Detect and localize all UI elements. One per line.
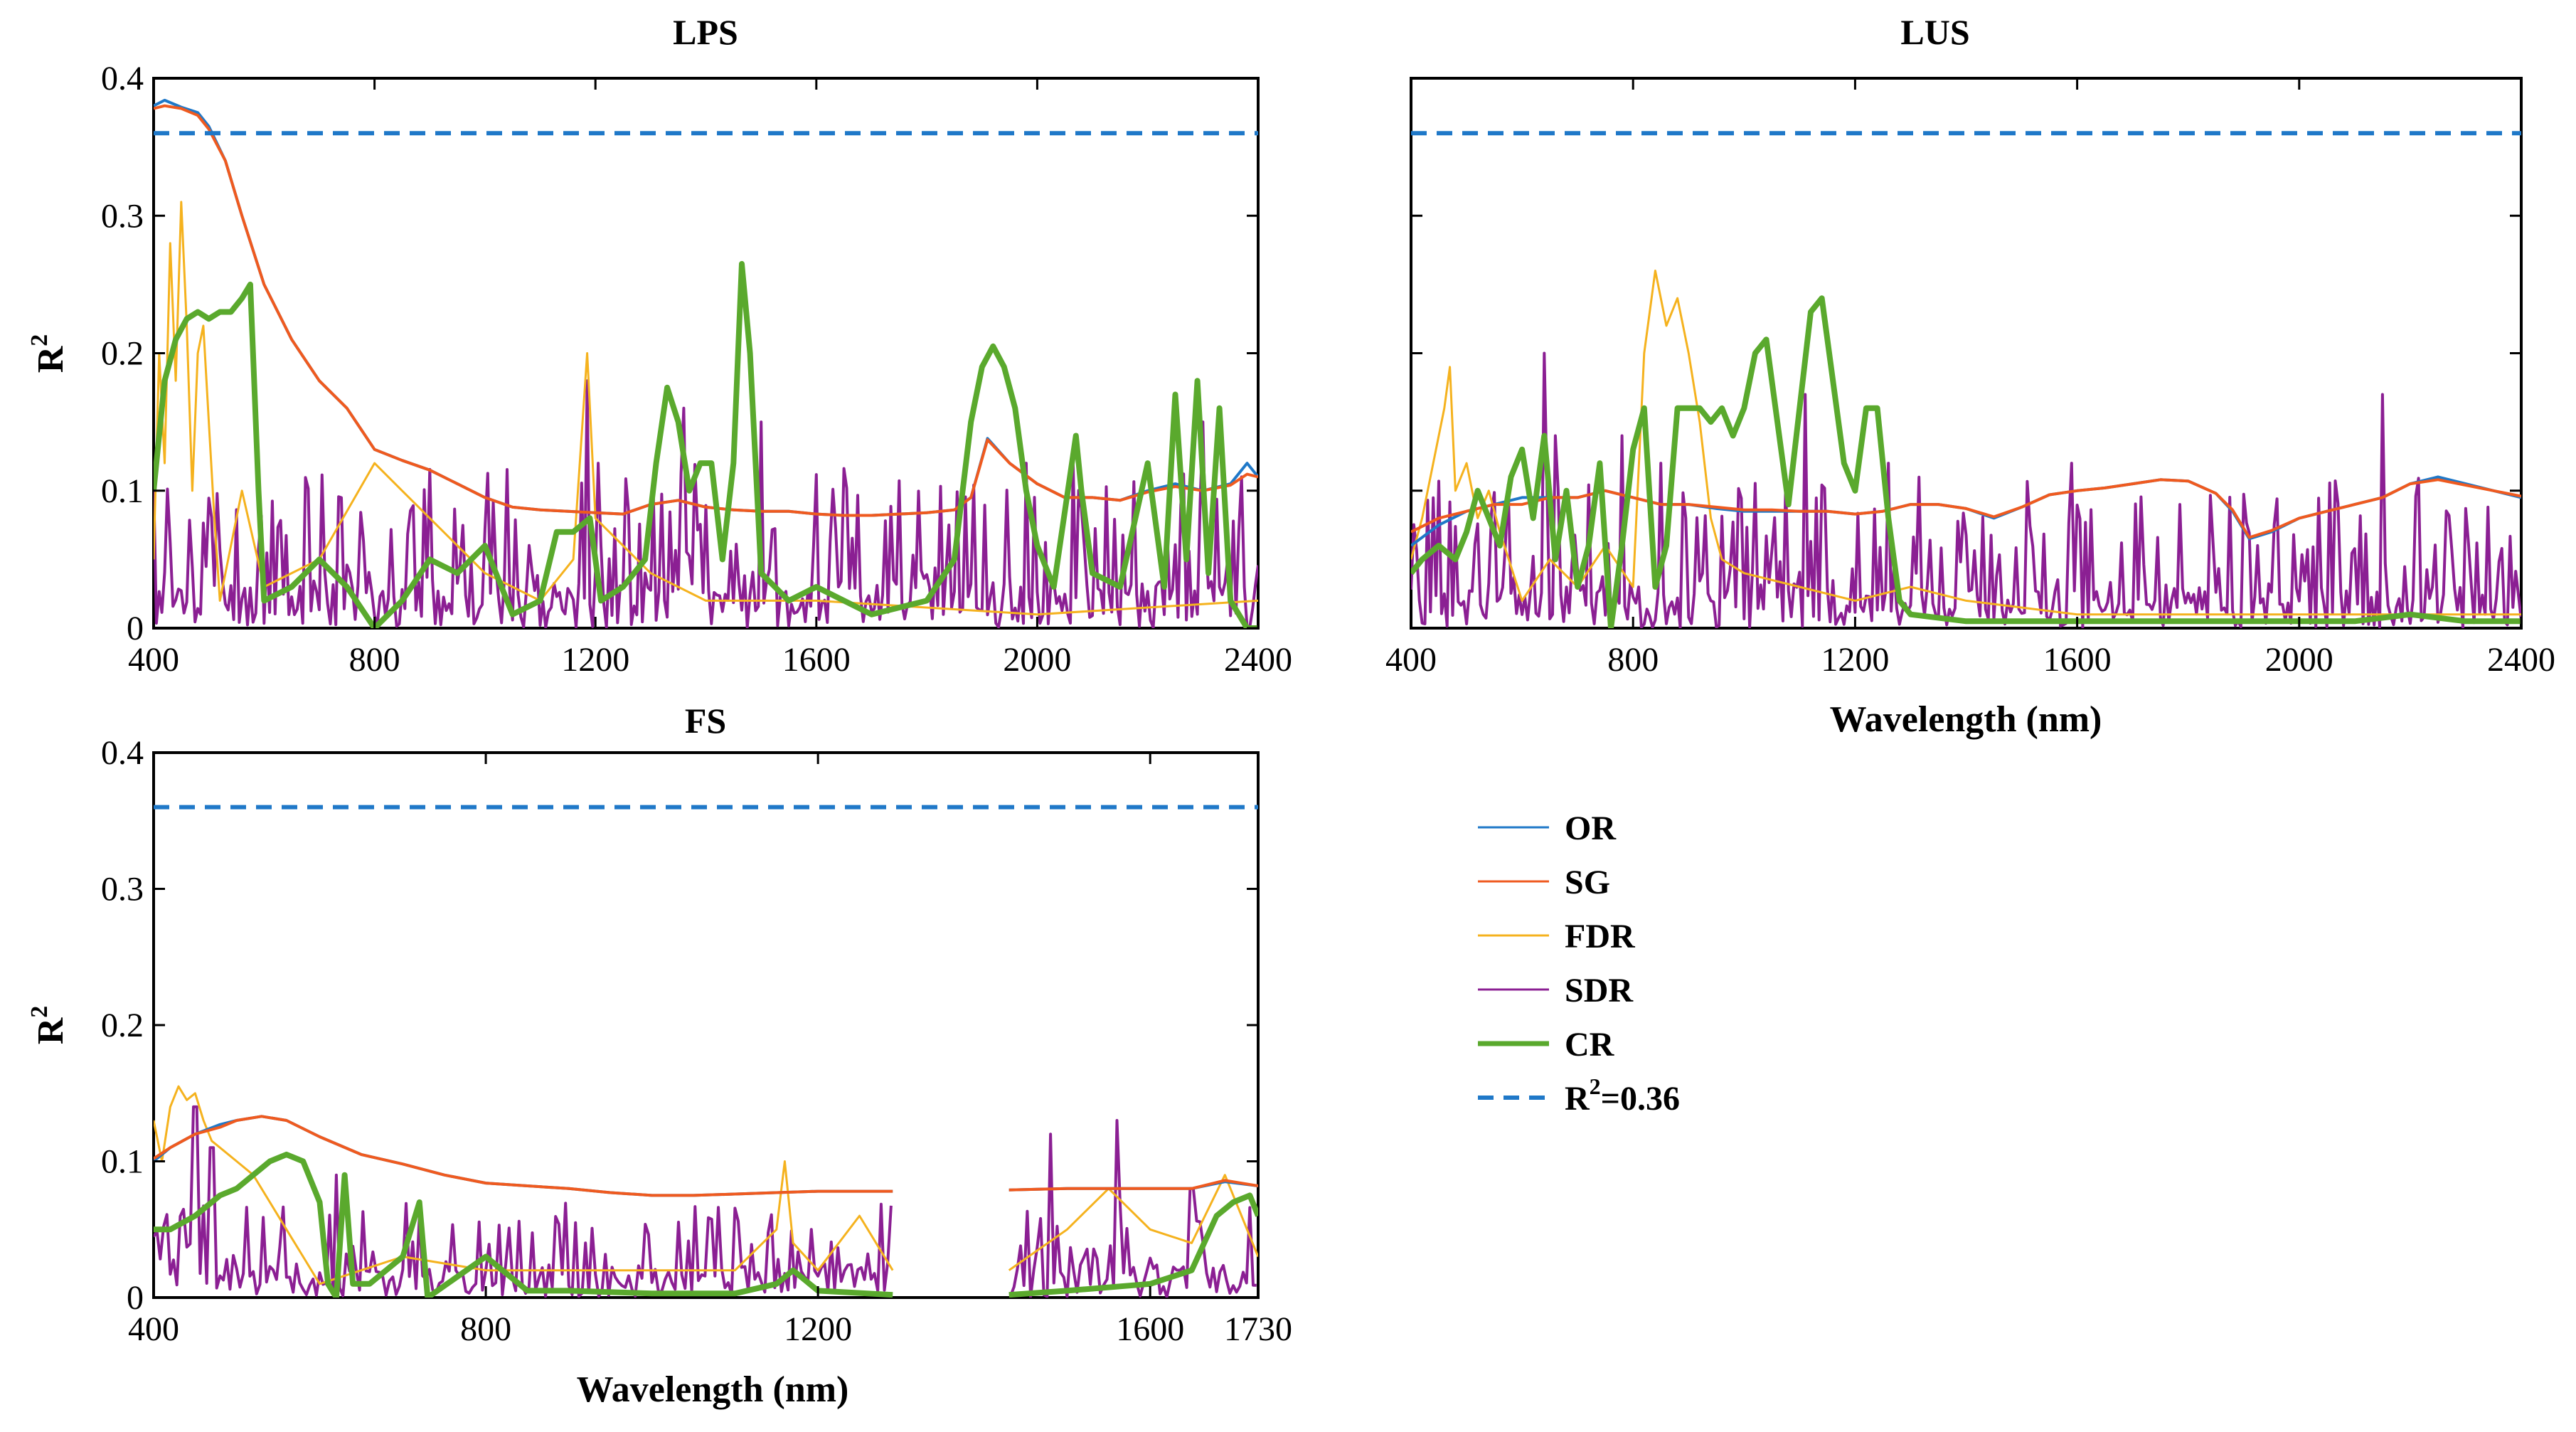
panel-fs: FS 400 800 1200 1600 1730 0 0.1 0.2 0.3 0.4 R2 W… [26,701,1292,1410]
x-tick-label: 2000 [1003,641,1071,679]
legend-label: OR [1565,810,1617,847]
legend: OR SG FDR SDR CR R2=0.36 [1478,810,1680,1118]
x-ticks: 400 800 1200 1600 2000 2400 [128,78,1292,679]
y-tick-label: 0 [127,1279,144,1317]
legend-item-fdr: FDR [1478,918,1636,955]
series-group [154,805,1258,1298]
x-axis-label: Wavelength (nm) [577,1369,849,1410]
y-tick-label: 0.2 [101,335,144,373]
x-tick-label: 1600 [2043,641,2112,679]
x-tick-label: 1600 [1116,1310,1184,1348]
series-sdr-line [1411,351,2521,628]
x-tick-label: 1200 [561,641,629,679]
panel-lus: LUS 400 800 1200 1600 2000 2400 Wavelength (n… [1385,12,2555,740]
legend-label: SDR [1565,972,1634,1009]
x-tick-label: 400 [128,1310,179,1348]
y-tick-label: 0.4 [101,60,144,97]
x-tick-label: 400 [1385,641,1437,679]
y-tick-label: 0.2 [101,1007,144,1044]
y-tick-label: 0.3 [101,871,144,908]
legend-label: CR [1565,1026,1615,1064]
x-tick-label: 1200 [784,1310,852,1348]
legend-item-or: OR [1478,810,1617,847]
y-ticks [1411,77,2521,630]
y-axis-label: R2 [26,1006,71,1045]
legend-label: FDR [1565,918,1636,955]
x-tick-label: 1200 [1821,641,1889,679]
panel-title: LUS [1900,12,1969,52]
x-tick-label: 1730 [1224,1310,1292,1348]
x-tick-label: 2000 [2265,641,2333,679]
y-ticks: 0 0.1 0.2 0.3 0.4 [101,734,1258,1317]
series-fdr-line [154,201,1258,616]
y-tick-label: 0.3 [101,197,144,235]
series-group [1411,131,2521,628]
x-tick-label: 400 [128,641,179,679]
y-ticks: 0 0.1 0.2 0.3 0.4 [101,60,1258,647]
x-ticks: 400 800 1200 1600 2000 2400 [1385,78,2555,679]
legend-item-sdr: SDR [1478,972,1634,1009]
legend-item-sg: SG [1478,864,1610,901]
legend-item-threshold: R2=0.36 [1478,1073,1680,1118]
panel-lps: LPS 400 800 1200 1600 2000 2400 0 0.1 0.2 0.3 0.4… [26,12,1292,679]
y-axis-label: R2 [26,334,71,373]
legend-label: SG [1565,864,1610,901]
panel-title: LPS [673,12,738,52]
legend-item-cr: CR [1478,1026,1615,1064]
y-tick-label: 0.1 [101,472,144,510]
plot-area [154,98,1258,628]
x-axis-label: Wavelength (nm) [1830,699,2102,740]
x-tick-label: 1600 [782,641,851,679]
series-or-line [154,98,1258,517]
y-tick-label: 0.1 [101,1143,144,1181]
series-sg-line [154,104,1258,517]
legend-label: R2=0.36 [1565,1073,1680,1118]
plot-area [1411,131,2521,628]
x-tick-label: 800 [1607,641,1659,679]
y-tick-label: 0 [127,610,144,647]
x-tick-label: 800 [460,1310,511,1348]
series-or-line [154,1115,1258,1197]
series-group [154,98,1258,628]
series-cr-line [154,260,1258,628]
series-fdr-line [154,1085,1258,1285]
series-cr-line [1411,295,2521,628]
series-cr-line [154,1151,1258,1298]
plot-area [154,805,1258,1298]
panel-title: FS [685,701,726,741]
x-tick-label: 800 [349,641,400,679]
x-tick-label: 2400 [2487,641,2555,679]
series-fdr-line [1411,270,2521,616]
series-sdr-line [154,379,1258,628]
x-ticks: 400 800 1200 1600 1730 [128,753,1292,1348]
x-tick-label: 2400 [1224,641,1292,679]
series-sg-line [154,1115,1258,1197]
y-tick-label: 0.4 [101,734,144,772]
